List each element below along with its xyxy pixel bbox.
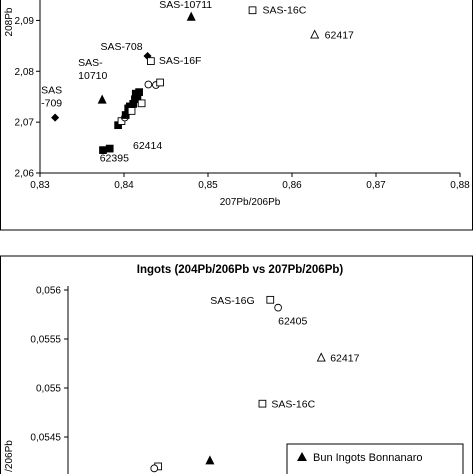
top-y-tick-label: 2,08 — [15, 67, 35, 78]
top-data-point — [156, 78, 164, 87]
top-point-label: SAS -709 — [41, 85, 62, 110]
top-x-tick-label: 0,83 — [30, 180, 50, 191]
top-data-point — [105, 144, 114, 153]
top-plot: 208Pb 207Pb/206Pb 0,83 0,84 0,85 0,86 0,87 0,… — [4, 0, 470, 208]
top-y-tick-label: 2,06 — [15, 169, 35, 180]
top-data-point — [135, 88, 143, 96]
bottom-y-axis-label: /206Pb — [4, 440, 15, 472]
bottom-y-tick-label: 0,055 — [36, 384, 61, 395]
top-point-label: SAS-10710 — [78, 57, 107, 82]
top-point-label: 62395 — [100, 153, 129, 165]
top-point-label: SAS-16F — [159, 55, 202, 67]
top-data-point — [144, 80, 153, 89]
bottom-data-point — [266, 295, 275, 304]
legend-triangle-icon — [297, 452, 307, 461]
bottom-chart-title: Ingots (204Pb/206Pb vs 207Pb/206Pb) — [137, 264, 344, 276]
top-data-point — [147, 57, 155, 65]
bottom-point-label: SAS-16C — [271, 399, 315, 411]
bottom-plot: Ingots (204Pb/206Pb vs 207Pb/206Pb) /206… — [4, 264, 464, 474]
top-x-tick-label: 0,85 — [198, 180, 218, 191]
bottom-data-point — [316, 352, 326, 362]
bottom-point-label: 62405 — [278, 316, 307, 328]
bottom-data-point — [205, 455, 215, 465]
bottom-point-label: 62417 — [330, 353, 359, 365]
top-data-point — [248, 6, 257, 15]
top-x-axis-label: 207Pb/206Pb — [220, 197, 281, 208]
top-data-point — [97, 94, 107, 104]
top-point-label: SAS-10711 — [159, 0, 212, 11]
bottom-y-tick-label: 0,0545 — [30, 433, 61, 444]
top-point-label: 62414 — [133, 140, 162, 152]
top-data-point — [186, 11, 196, 21]
bottom-y-tick-label: 0,0555 — [30, 335, 61, 346]
top-x-tick-label: 0,87 — [366, 180, 386, 191]
bottom-y-tick-label: 0,056 — [36, 286, 61, 297]
top-x-tick-label: 0,86 — [282, 180, 302, 191]
bottom-data-point — [258, 399, 267, 408]
top-data-point — [137, 99, 146, 108]
bottom-panel-frame — [0, 255, 473, 474]
top-panel-frame — [0, 0, 473, 231]
legend-entry-bun-ingots: Bun Ingots Bonnanaro — [313, 452, 422, 464]
bottom-point-label: SAS-16G — [210, 295, 254, 307]
top-data-point — [51, 113, 60, 122]
top-y-tick-label: 2,09 — [15, 16, 35, 27]
top-y-axis-label: 208Pb — [4, 7, 15, 36]
bottom-data-point — [274, 303, 282, 312]
top-data-point — [310, 29, 320, 39]
top-point-label: SAS-708 — [101, 41, 143, 53]
top-point-label: 62417 — [325, 30, 354, 42]
top-point-label: SAS-16C — [263, 4, 307, 16]
legend-box — [286, 443, 464, 474]
top-data-point — [127, 107, 136, 115]
top-y-tick-label: 2,07 — [15, 118, 35, 129]
bottom-data-point — [150, 464, 159, 473]
top-x-tick-label: 0,88 — [450, 180, 470, 191]
bottom-legend: Bun Ingots Bonnanaro — [286, 443, 464, 474]
top-x-tick-label: 0,84 — [114, 180, 134, 191]
